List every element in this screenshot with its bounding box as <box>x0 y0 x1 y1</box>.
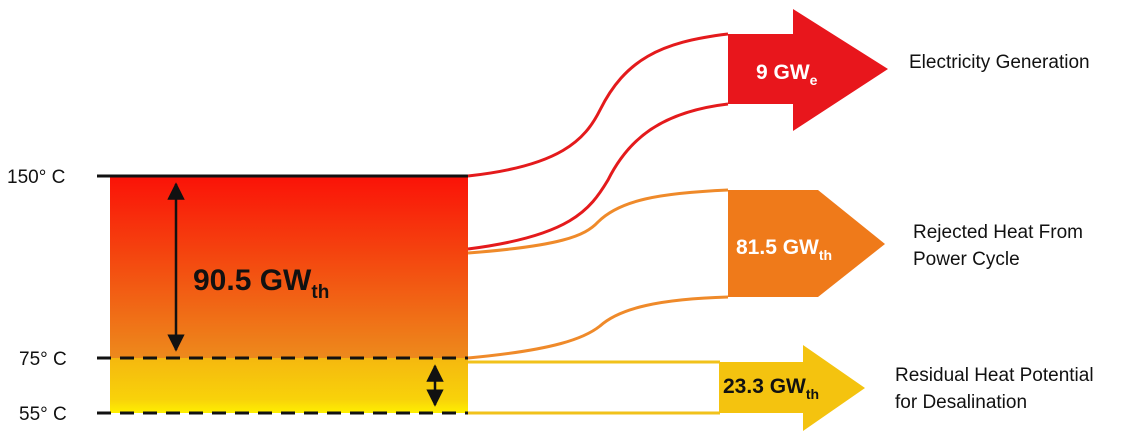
rejected-heat-flow-bottom <box>467 295 729 360</box>
electricity-flow-top <box>467 32 729 178</box>
electricity-arrow <box>728 9 888 131</box>
rejected-heat-value: 81.5 GWth <box>736 236 832 263</box>
total-power-label: 90.5 GWth <box>193 264 329 303</box>
heat-block-residual <box>110 358 468 413</box>
rejected-heat-arrow <box>728 190 885 297</box>
electricity-label: Electricity Generation <box>909 52 1090 73</box>
residual-heat-label-line1: Residual Heat Potential <box>895 365 1094 386</box>
temp-label-150: 150° C <box>7 167 65 188</box>
residual-heat-value: 23.3 GWth <box>723 375 819 402</box>
rejected-heat-flow-top <box>467 188 729 255</box>
rejected-heat-label-line2: Power Cycle <box>913 249 1020 270</box>
rejected-heat-label-line1: Rejected Heat From <box>913 222 1083 243</box>
residual-heat-label-line2: for Desalination <box>895 392 1027 413</box>
temp-label-55: 55° C <box>19 404 67 425</box>
residual-heat-arrow <box>719 345 865 431</box>
electricity-flow-bottom <box>467 102 729 251</box>
temp-label-75: 75° C <box>19 349 67 370</box>
electricity-value: 9 GWe <box>756 61 818 88</box>
